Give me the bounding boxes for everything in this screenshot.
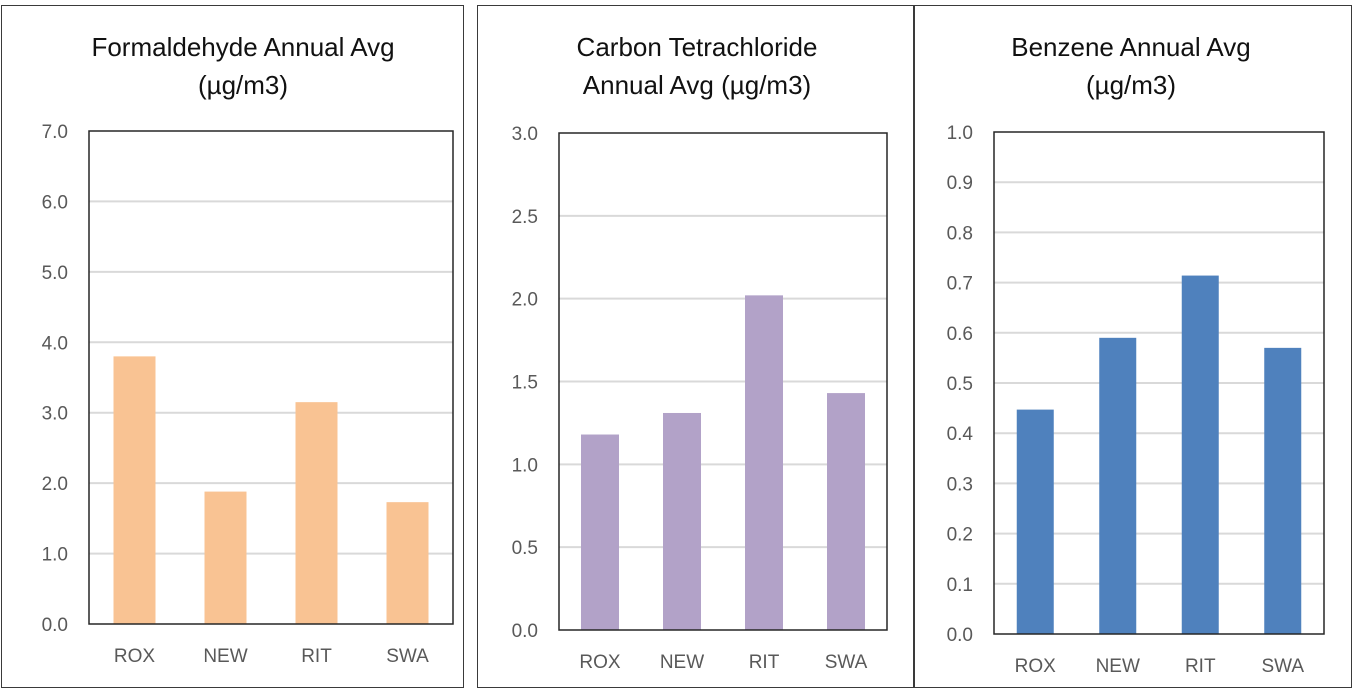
chart-title-line-2: (µg/m3) [198,70,288,100]
y-tick-label: 0.5 [947,374,973,395]
chart-title-line-1: Formaldehyde Annual Avg [91,32,394,62]
y-tick-label: 0.3 [947,474,973,495]
bar-swa [1264,347,1302,634]
x-tick-label: ROX [1015,656,1057,677]
chart-title-line-2: Annual Avg (µg/m3) [583,70,811,100]
y-tick-label: 0.9 [947,173,973,194]
bar-new [204,491,247,624]
y-tick-label: 0.7 [947,274,973,295]
x-tick-label: NEW [203,646,247,667]
y-tick-label: 5.0 [42,263,68,284]
y-tick-label: 0.0 [512,621,538,642]
y-tick-label: 1.0 [512,455,538,476]
x-tick-label: SWA [825,652,868,673]
bar-rit [1181,275,1219,634]
y-tick-label: 7.0 [42,122,68,143]
plot-frame [993,131,1325,635]
y-tick-label: 0.6 [947,324,973,345]
plot-area: 0.0 0.1 0.2 0.3 0.4 0.5 0.6 0.7 0.8 0.9 1.0 ROX NEW R… [947,123,1325,677]
x-tick-label: SWA [386,646,429,667]
chart-panel-carbon-tetrachloride: Carbon Tetrachloride Annual Avg (µg/m3) … [477,5,914,688]
bar-rox [1016,409,1054,634]
chart-title-line-2: (µg/m3) [1086,70,1176,100]
x-tick-label: RIT [301,646,332,667]
y-tick-label: 1.0 [947,123,973,144]
plot-area: 0.0 0.5 1.0 1.5 2.0 2.5 3.0 ROX NEW RIT SWA [512,124,888,673]
y-tick-label: 2.0 [512,290,538,311]
plot-area: 0.0 1.0 2.0 3.0 4.0 5.0 6.0 7.0 ROX NEW RIT SWA [42,122,454,667]
bar-swa [827,393,865,630]
y-tick-label: 3.0 [512,124,538,145]
chart-panel-benzene: Benzene Annual Avg (µg/m3) 0.0 0.1 0.2 0.3 0… [914,5,1352,688]
chart-panel-formaldehyde: Formaldehyde Annual Avg (µg/m3) 0.0 1.0 2.… [1,5,464,688]
x-tick-label: ROX [579,652,621,673]
y-tick-label: 0.2 [947,525,973,546]
y-tick-label: 2.5 [512,207,538,228]
y-tick-label: 0.8 [947,223,973,244]
chart-title-line-1: Benzene Annual Avg [1011,32,1251,62]
y-tick-label: 0.0 [42,615,68,636]
bar-swa [386,502,429,624]
bar-rox [581,434,619,630]
y-tick-label: 0.0 [947,625,973,646]
chart-svg-formaldehyde: Formaldehyde Annual Avg (µg/m3) 0.0 1.0 2.… [42,32,454,667]
x-tick-label: NEW [1096,656,1140,677]
bar-rox [113,356,156,624]
y-tick-label: 2.0 [42,474,68,495]
y-tick-label: 1.5 [512,373,538,394]
x-tick-label: ROX [114,646,156,667]
x-tick-label: RIT [1185,656,1216,677]
bar-new [663,412,701,630]
y-tick-label: 0.4 [947,424,974,445]
y-tick-label: 0.1 [947,575,973,596]
y-tick-label: 0.5 [512,538,538,559]
plot-frame [88,130,454,625]
x-tick-label: RIT [749,652,780,673]
y-tick-label: 6.0 [42,192,68,213]
chart-svg-carbon-tetrachloride: Carbon Tetrachloride Annual Avg (µg/m3) … [512,32,888,673]
chart-svg-benzene: Benzene Annual Avg (µg/m3) 0.00.10.20.30… [947,32,1325,677]
chart-title-line-1: Carbon Tetrachloride [577,32,818,62]
bar-rit [745,295,783,630]
y-tick-label: 4.0 [42,333,68,354]
x-tick-label: NEW [660,652,704,673]
bar-rit [295,402,338,624]
plot-frame [558,132,888,631]
y-tick-label: 3.0 [42,404,68,425]
x-tick-label: SWA [1261,656,1304,677]
bar-new [1099,337,1137,634]
y-tick-label: 1.0 [42,545,68,566]
